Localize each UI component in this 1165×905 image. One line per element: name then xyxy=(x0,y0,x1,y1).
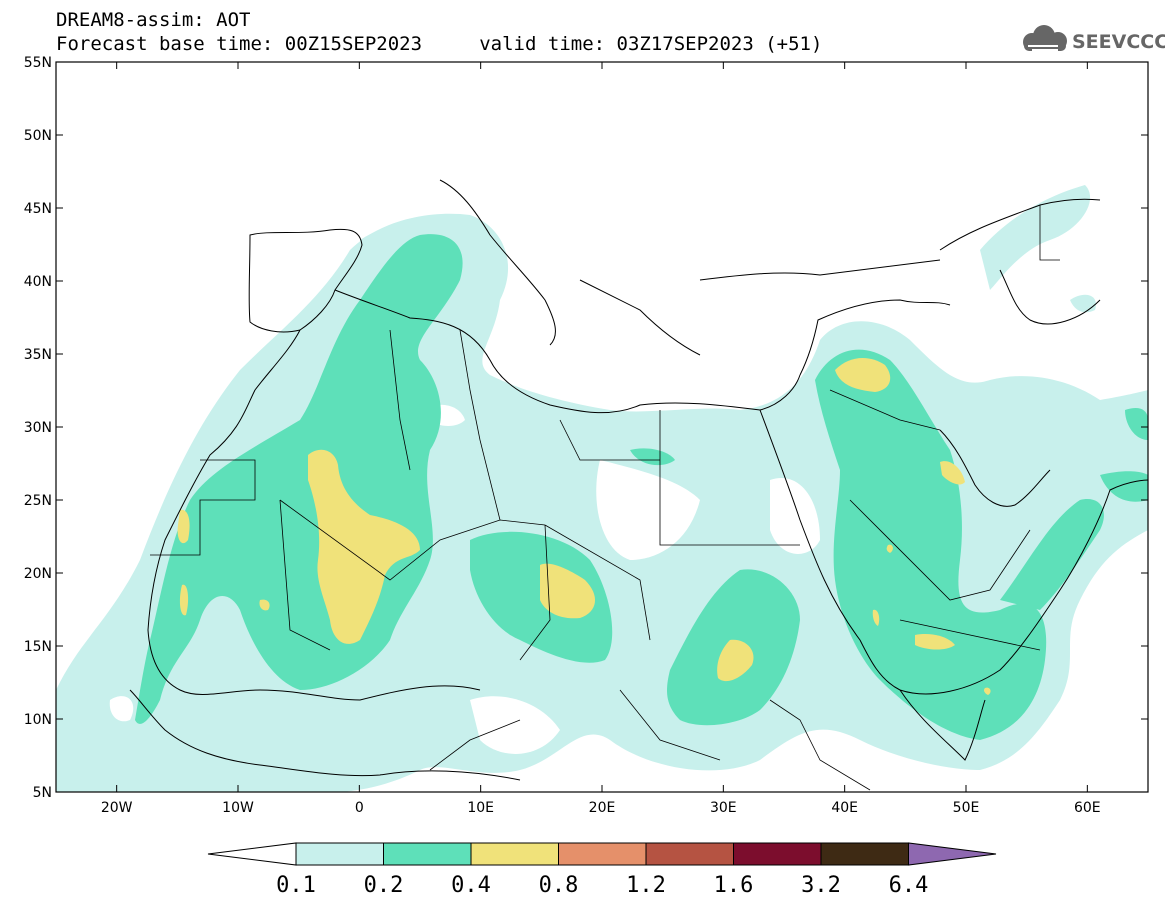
colorbar-segment xyxy=(383,842,472,866)
aot-low-areas xyxy=(109,404,1148,790)
colorbar-segment xyxy=(295,842,384,866)
lat-tick-label: 45N xyxy=(24,201,52,217)
colorbar-over-triangle xyxy=(908,842,997,866)
colorbar-segment xyxy=(820,842,909,866)
map-title: DREAM8-assim: AOT xyxy=(56,9,251,31)
lon-tick-label: 60E xyxy=(1074,800,1101,816)
lon-tick-label: 10E xyxy=(467,800,494,816)
seevccc-logo: SEEVCCC xyxy=(1072,31,1165,53)
colorbar-segment xyxy=(733,842,822,866)
lon-tick-label: 10W xyxy=(222,800,254,816)
coastlines xyxy=(129,179,1148,781)
country-borders xyxy=(150,205,1060,791)
colorbar-label: 0.1 xyxy=(276,873,316,898)
colorbar-label: 0.8 xyxy=(538,873,579,898)
colorbar-label: 0.2 xyxy=(363,873,404,898)
colorbar-label: 3.2 xyxy=(801,873,841,898)
lon-tick-label: 20E xyxy=(589,800,616,816)
lat-tick-label: 15N xyxy=(24,639,52,655)
lat-tick-label: 5N xyxy=(33,785,52,801)
lat-tick-label: 25N xyxy=(24,493,52,509)
map-subtitle: Forecast base time: 00Z15SEP2023 valid t… xyxy=(56,33,823,55)
lat-tick-label: 10N xyxy=(24,712,52,728)
lat-tick-label: 30N xyxy=(24,420,52,436)
cloud-icon xyxy=(1023,25,1067,51)
lon-tick-label: 40E xyxy=(831,800,858,816)
colorbar-label: 6.4 xyxy=(888,873,929,898)
colorbar-segment xyxy=(558,842,647,866)
lon-tick-label: 30E xyxy=(710,800,737,816)
colorbar-segment xyxy=(645,842,734,866)
lat-tick-label: 50N xyxy=(24,128,52,144)
lat-tick-label: 40N xyxy=(24,274,52,290)
lat-tick-label: 20N xyxy=(24,566,52,582)
colorbar-label: 0.4 xyxy=(451,873,491,898)
colorbar xyxy=(207,842,997,866)
lon-tick-label: 0 xyxy=(355,800,364,816)
lon-tick-label: 20W xyxy=(101,800,133,816)
aot-fields xyxy=(56,179,1148,792)
colorbar-label: 1.2 xyxy=(626,873,666,898)
aot-band-0.4 xyxy=(177,358,991,695)
latitude-axis: 55N 50N 45N 40N 35N 30N 25N 20N 15N 10N 5N xyxy=(24,55,1148,801)
lat-tick-label: 35N xyxy=(24,347,52,363)
colorbar-under-triangle xyxy=(207,842,297,866)
lat-tick-label: 55N xyxy=(24,55,52,71)
lon-tick-label: 50E xyxy=(953,800,980,816)
colorbar-segment xyxy=(470,842,559,866)
longitude-axis: 20W 10W 0 10E 20E 30E 40E 50E 60E xyxy=(101,62,1101,816)
aot-band-0.2 xyxy=(135,234,1148,740)
colorbar-label: 1.6 xyxy=(713,873,754,898)
